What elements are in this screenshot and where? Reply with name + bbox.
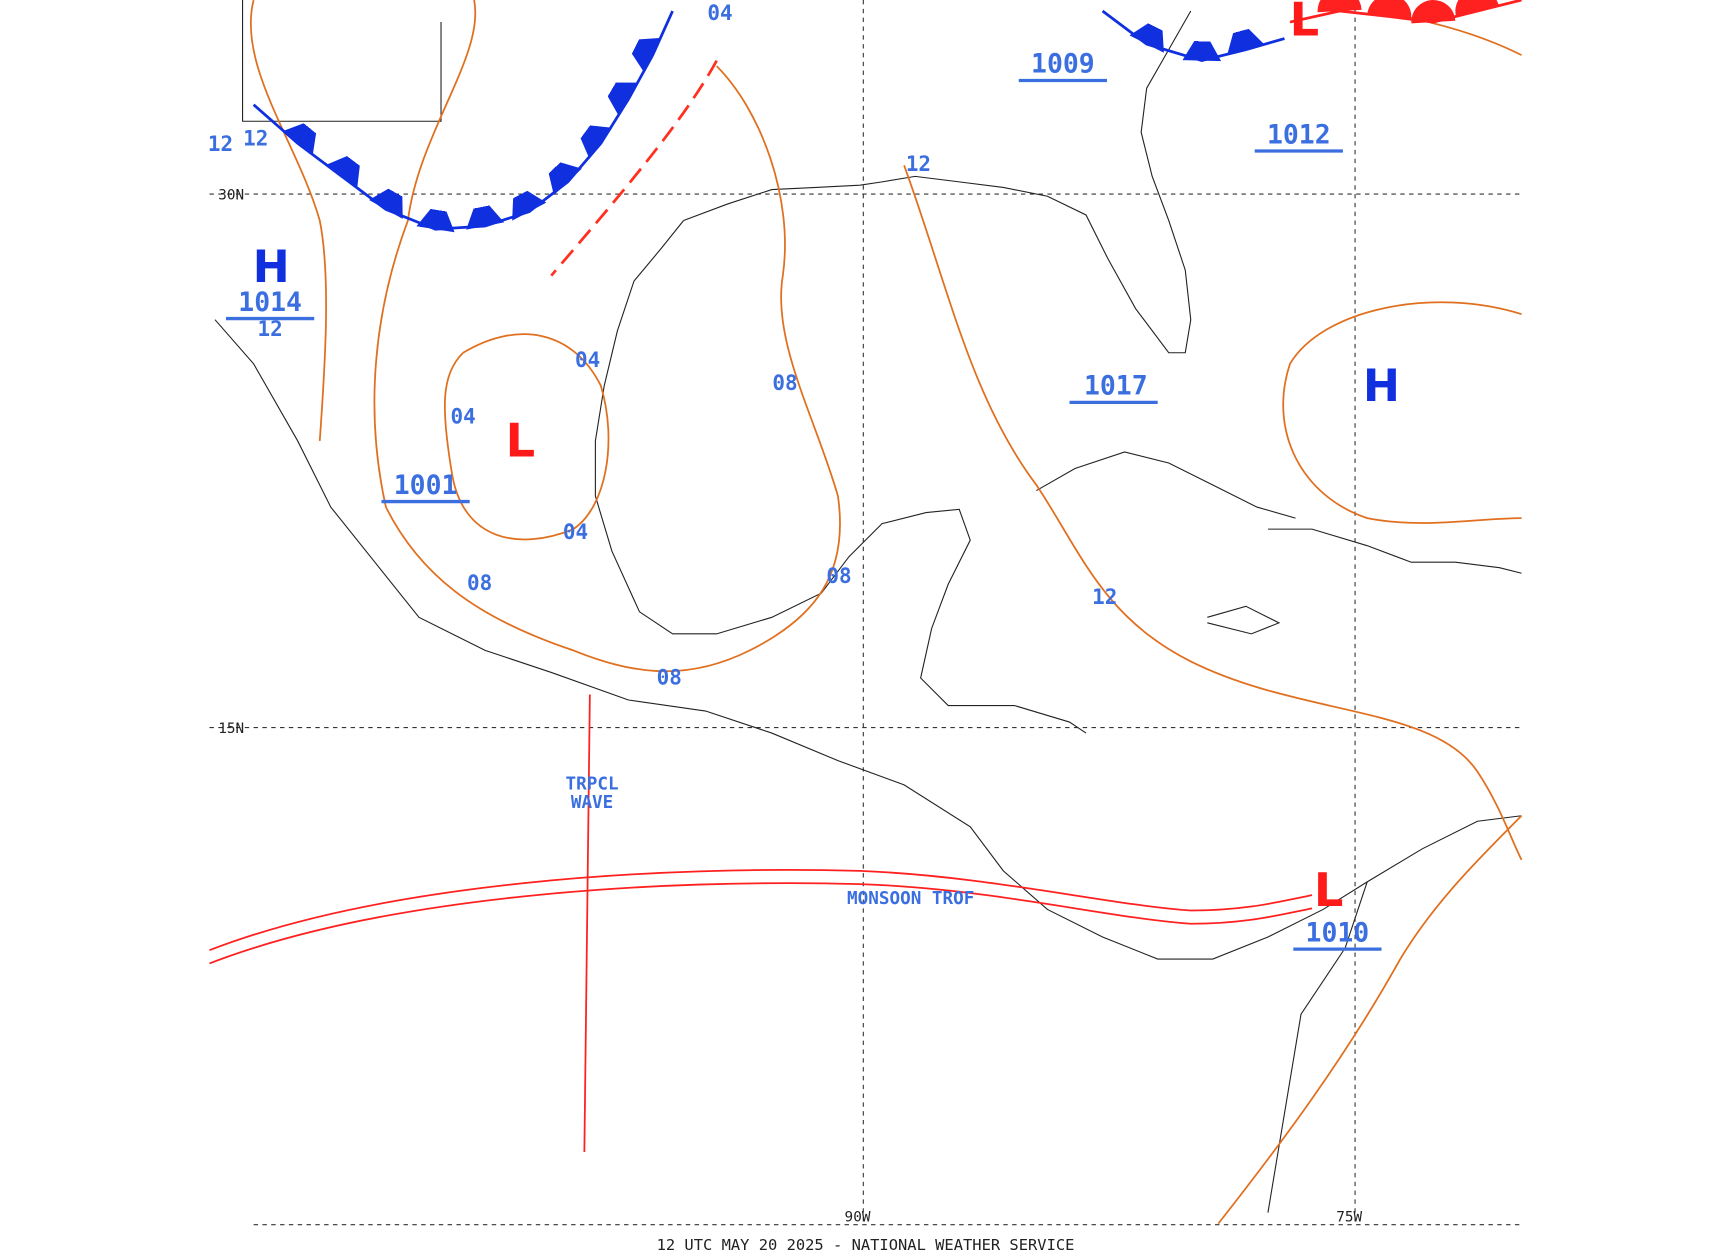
footer: 12 UTC MAY 20 2025 - NATIONAL WEATHER SE… <box>657 1236 1075 1254</box>
coast <box>1207 605 1281 635</box>
pressure-label: 1009 <box>1031 49 1095 80</box>
isobar-label: 12 <box>258 317 283 341</box>
high-symbol: H <box>1363 361 1400 412</box>
isobar-label: 04 <box>707 1 732 25</box>
feature-label: MONSOON TROF <box>847 889 974 909</box>
isobar-label: 12 <box>208 132 233 156</box>
low-symbol: L <box>1314 863 1344 917</box>
isobar <box>1217 815 1523 1225</box>
isobar <box>443 333 610 541</box>
coast <box>1267 881 1368 1213</box>
isobar <box>373 0 841 673</box>
low-pressure: 1001 <box>394 470 458 501</box>
isobars <box>249 0 1523 1225</box>
isobar-label: 12 <box>1092 585 1117 609</box>
warm-front <box>1289 0 1522 24</box>
feature-label: WAVE <box>571 793 613 813</box>
coast <box>214 319 1522 960</box>
coast <box>1036 451 1296 519</box>
trough <box>550 59 718 277</box>
high-pressure: 1014 <box>238 287 302 318</box>
isobar <box>903 165 1523 861</box>
isobar-label: 12 <box>243 127 268 151</box>
isobar-label: 08 <box>772 371 797 395</box>
low-symbol: L <box>506 413 536 467</box>
cold-front <box>1101 9 1285 63</box>
lat-label: 15N <box>218 721 244 737</box>
lat-label: 30N <box>218 188 244 204</box>
isobar <box>1282 301 1522 524</box>
monsoon-trough <box>209 882 1313 965</box>
lon-label: 75W <box>1336 1209 1362 1225</box>
low-symbol: L <box>1290 0 1320 46</box>
high-symbol: H <box>253 242 290 293</box>
pressure-label: 1012 <box>1267 119 1331 150</box>
feature-label: TRPCL <box>566 774 619 794</box>
cold-front <box>252 10 674 229</box>
isobar-label: 04 <box>563 520 588 544</box>
monsoon-trough <box>209 869 1313 952</box>
coast <box>683 10 1192 354</box>
coast <box>1267 528 1522 574</box>
isobar-label: 04 <box>450 404 475 428</box>
tropical-wave <box>583 694 591 1152</box>
isobar-label: 12 <box>906 152 931 176</box>
isobar-label: 08 <box>467 571 492 595</box>
isobar-label: 08 <box>826 564 851 588</box>
pressure-label: 1017 <box>1084 371 1148 402</box>
low-pressure: 1010 <box>1306 917 1370 948</box>
isobar-label: 08 <box>657 666 682 690</box>
isobar-label: 04 <box>575 348 600 372</box>
lon-label: 90W <box>845 1209 871 1225</box>
